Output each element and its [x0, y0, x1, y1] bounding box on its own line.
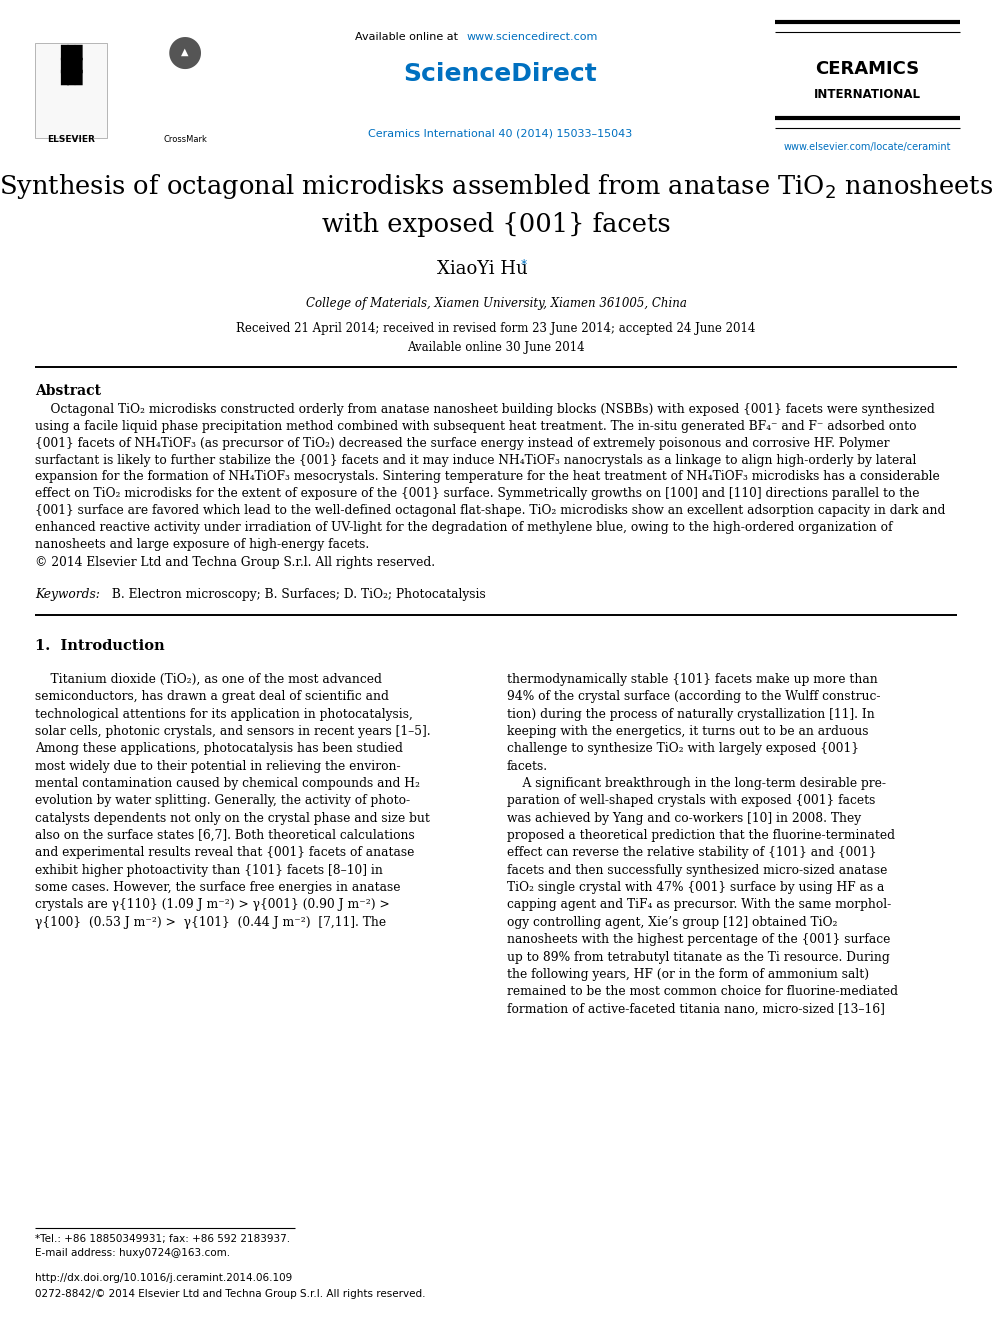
Text: www.sciencedirect.com: www.sciencedirect.com — [467, 32, 598, 42]
Text: Titanium dioxide (TiO₂), as one of the most advanced: Titanium dioxide (TiO₂), as one of the m… — [35, 673, 382, 685]
Text: CrossMark: CrossMark — [163, 135, 207, 144]
Text: nanosheets and large exposure of high-energy facets.: nanosheets and large exposure of high-en… — [35, 538, 369, 550]
Text: using a facile liquid phase precipitation method combined with subsequent heat t: using a facile liquid phase precipitatio… — [35, 419, 917, 433]
Text: with exposed {001} facets: with exposed {001} facets — [321, 212, 671, 237]
Text: Available online 30 June 2014: Available online 30 June 2014 — [407, 341, 585, 355]
Text: enhanced reactive activity under irradiation of UV-light for the degradation of : enhanced reactive activity under irradia… — [35, 521, 893, 534]
Text: challenge to synthesize TiO₂ with largely exposed {001}: challenge to synthesize TiO₂ with largel… — [507, 742, 859, 755]
Text: Available online at: Available online at — [355, 32, 461, 42]
Text: A significant breakthrough in the long-term desirable pre-: A significant breakthrough in the long-t… — [507, 777, 886, 790]
Text: © 2014 Elsevier Ltd and Techna Group S.r.l. All rights reserved.: © 2014 Elsevier Ltd and Techna Group S.r… — [35, 556, 435, 569]
Text: facets.: facets. — [507, 759, 549, 773]
Text: remained to be the most common choice for fluorine-mediated: remained to be the most common choice fo… — [507, 986, 898, 999]
Text: proposed a theoretical prediction that the fluorine-terminated: proposed a theoretical prediction that t… — [507, 830, 895, 841]
Text: catalysts dependents not only on the crystal phase and size but: catalysts dependents not only on the cry… — [35, 812, 430, 824]
Text: Ceramics International 40 (2014) 15033–15043: Ceramics International 40 (2014) 15033–1… — [368, 128, 632, 138]
Text: γ{100}  (0.53 J m⁻²) >  γ{101}  (0.44 J m⁻²)  [7,11]. The: γ{100} (0.53 J m⁻²) > γ{101} (0.44 J m⁻²… — [35, 916, 386, 929]
Text: 0272-8842/© 2014 Elsevier Ltd and Techna Group S.r.l. All rights reserved.: 0272-8842/© 2014 Elsevier Ltd and Techna… — [35, 1289, 426, 1299]
Text: solar cells, photonic crystals, and sensors in recent years [1–5].: solar cells, photonic crystals, and sens… — [35, 725, 431, 738]
Text: Received 21 April 2014; received in revised form 23 June 2014; accepted 24 June : Received 21 April 2014; received in revi… — [236, 321, 756, 335]
Text: tion) during the process of naturally crystallization [11]. In: tion) during the process of naturally cr… — [507, 708, 875, 721]
Text: Abstract: Abstract — [35, 384, 101, 398]
Text: surfactant is likely to further stabilize the {001} facets and it may induce NH₄: surfactant is likely to further stabiliz… — [35, 454, 917, 467]
Text: {001} surface are favored which lead to the well-defined octagonal flat-shape. T: {001} surface are favored which lead to … — [35, 504, 945, 517]
Text: expansion for the formation of NH₄TiOF₃ mesocrystals. Sintering temperature for : expansion for the formation of NH₄TiOF₃ … — [35, 471, 939, 483]
Text: B. Electron microscopy; B. Surfaces; D. TiO₂; Photocatalysis: B. Electron microscopy; B. Surfaces; D. … — [108, 587, 486, 601]
Text: Keywords:: Keywords: — [35, 587, 100, 601]
Text: technological attentions for its application in photocatalysis,: technological attentions for its applica… — [35, 708, 413, 721]
Text: Among these applications, photocatalysis has been studied: Among these applications, photocatalysis… — [35, 742, 403, 755]
Text: some cases. However, the surface free energies in anatase: some cases. However, the surface free en… — [35, 881, 401, 894]
Text: nanosheets with the highest percentage of the {001} surface: nanosheets with the highest percentage o… — [507, 933, 891, 946]
Text: Octagonal TiO₂ microdisks constructed orderly from anatase nanosheet building bl: Octagonal TiO₂ microdisks constructed or… — [35, 404, 934, 415]
Text: evolution by water splitting. Generally, the activity of photo-: evolution by water splitting. Generally,… — [35, 794, 410, 807]
Text: www.elsevier.com/locate/ceramint: www.elsevier.com/locate/ceramint — [784, 142, 951, 152]
Text: the following years, HF (or in the form of ammonium salt): the following years, HF (or in the form … — [507, 968, 869, 980]
Text: *Tel.: +86 18850349931; fax: +86 592 2183937.: *Tel.: +86 18850349931; fax: +86 592 218… — [35, 1234, 290, 1244]
Text: College of Materials, Xiamen University, Xiamen 361005, China: College of Materials, Xiamen University,… — [306, 296, 686, 310]
Text: exhibit higher photoactivity than {101} facets [8–10] in: exhibit higher photoactivity than {101} … — [35, 864, 383, 877]
Text: ScienceDirect: ScienceDirect — [403, 62, 597, 86]
Text: INTERNATIONAL: INTERNATIONAL — [814, 89, 921, 101]
Bar — [35, 44, 107, 138]
Text: up to 89% from tetrabutyl titanate as the Ti resource. During: up to 89% from tetrabutyl titanate as th… — [507, 950, 890, 963]
Text: 94% of the crystal surface (according to the Wulff construc-: 94% of the crystal surface (according to… — [507, 691, 881, 704]
Text: effect can reverse the relative stability of {101} and {001}: effect can reverse the relative stabilit… — [507, 847, 877, 860]
Text: also on the surface states [6,7]. Both theoretical calculations: also on the surface states [6,7]. Both t… — [35, 830, 415, 841]
Text: E-mail address: huxy0724@163.com.: E-mail address: huxy0724@163.com. — [35, 1248, 230, 1258]
Text: ███
███
███: ███ ███ ███ — [60, 45, 82, 85]
Text: facets and then successfully synthesized micro-sized anatase: facets and then successfully synthesized… — [507, 864, 888, 877]
Text: XiaoYi Hu: XiaoYi Hu — [436, 261, 528, 278]
Text: TiO₂ single crystal with 47% {001} surface by using HF as a: TiO₂ single crystal with 47% {001} surfa… — [507, 881, 885, 894]
Text: ELSEVIER: ELSEVIER — [47, 135, 95, 144]
Text: most widely due to their potential in relieving the environ-: most widely due to their potential in re… — [35, 759, 401, 773]
Text: thermodynamically stable {101} facets make up more than: thermodynamically stable {101} facets ma… — [507, 673, 878, 685]
Text: 1.  Introduction: 1. Introduction — [35, 639, 165, 652]
Text: ●: ● — [167, 30, 203, 73]
Text: was achieved by Yang and co-workers [10] in 2008. They: was achieved by Yang and co-workers [10]… — [507, 812, 861, 824]
Text: crystals are γ{110} (1.09 J m⁻²) > γ{001} (0.90 J m⁻²) >: crystals are γ{110} (1.09 J m⁻²) > γ{001… — [35, 898, 390, 912]
Text: keeping with the energetics, it turns out to be an arduous: keeping with the energetics, it turns ou… — [507, 725, 869, 738]
Text: mental contamination caused by chemical compounds and H₂: mental contamination caused by chemical … — [35, 777, 420, 790]
Text: paration of well-shaped crystals with exposed {001} facets: paration of well-shaped crystals with ex… — [507, 794, 875, 807]
Text: Synthesis of octagonal microdisks assembled from anatase TiO$_2$ nanosheets: Synthesis of octagonal microdisks assemb… — [0, 172, 992, 201]
Text: semiconductors, has drawn a great deal of scientific and: semiconductors, has drawn a great deal o… — [35, 691, 389, 704]
Text: and experimental results reveal that {001} facets of anatase: and experimental results reveal that {00… — [35, 847, 415, 860]
Text: {001} facets of NH₄TiOF₃ (as precursor of TiO₂) decreased the surface energy ins: {001} facets of NH₄TiOF₃ (as precursor o… — [35, 437, 890, 450]
Text: formation of active-faceted titania nano, micro-sized [13–16]: formation of active-faceted titania nano… — [507, 1003, 885, 1016]
Text: ogy controlling agent, Xie’s group [12] obtained TiO₂: ogy controlling agent, Xie’s group [12] … — [507, 916, 837, 929]
Text: ▲: ▲ — [182, 48, 188, 57]
Text: CERAMICS: CERAMICS — [815, 60, 920, 78]
Text: capping agent and TiF₄ as precursor. With the same morphol-: capping agent and TiF₄ as precursor. Wit… — [507, 898, 891, 912]
Text: effect on TiO₂ microdisks for the extent of exposure of the {001} surface. Symme: effect on TiO₂ microdisks for the extent… — [35, 487, 920, 500]
Text: *: * — [521, 258, 528, 271]
Text: http://dx.doi.org/10.1016/j.ceramint.2014.06.109: http://dx.doi.org/10.1016/j.ceramint.201… — [35, 1273, 293, 1283]
